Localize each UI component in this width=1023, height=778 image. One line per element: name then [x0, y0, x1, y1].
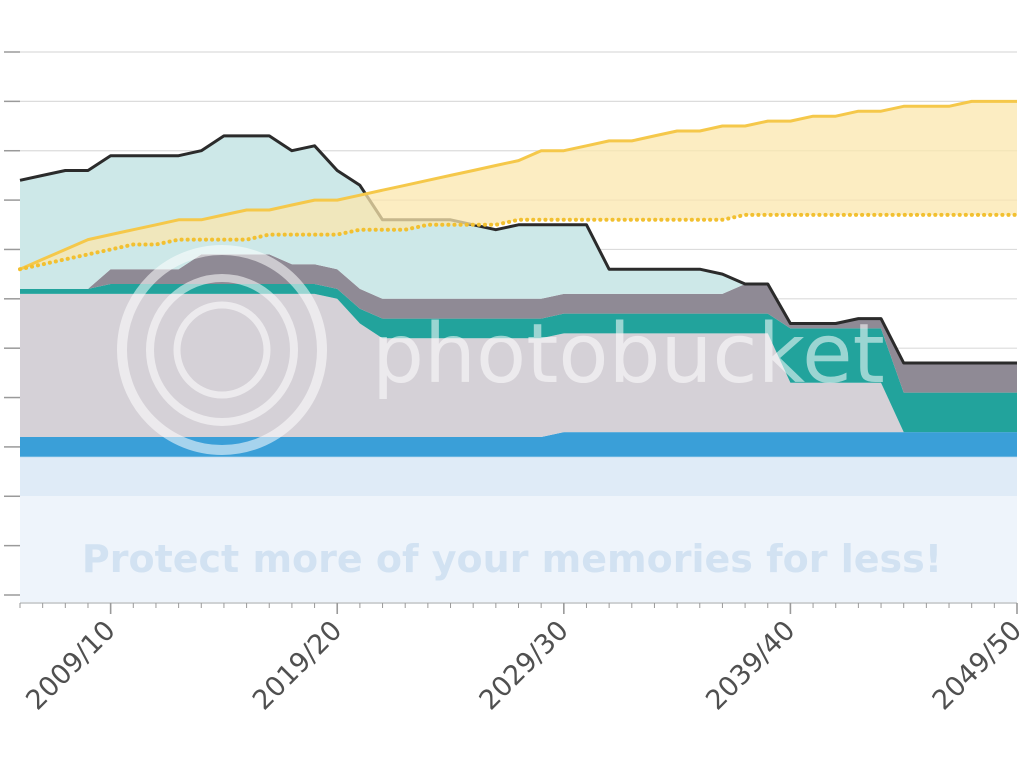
stacked-area [20, 254, 1017, 393]
watermark-text: photobucket [372, 307, 885, 402]
watermark-logo [117, 245, 327, 455]
dotted-line [18, 212, 1019, 272]
watermark-logo [173, 301, 271, 399]
stacked-area [20, 284, 1017, 433]
line [19, 99, 1017, 271]
area-outline [19, 134, 1017, 365]
watermark-banner [20, 458, 1017, 496]
watermark-banner-text: Protect more of your memories for less! [82, 537, 942, 581]
watermark-banner [20, 496, 1017, 604]
watermark-logo [146, 274, 298, 426]
band-area [20, 101, 1017, 270]
watermark: photobucket [117, 245, 885, 455]
stacked-area [20, 135, 1017, 363]
